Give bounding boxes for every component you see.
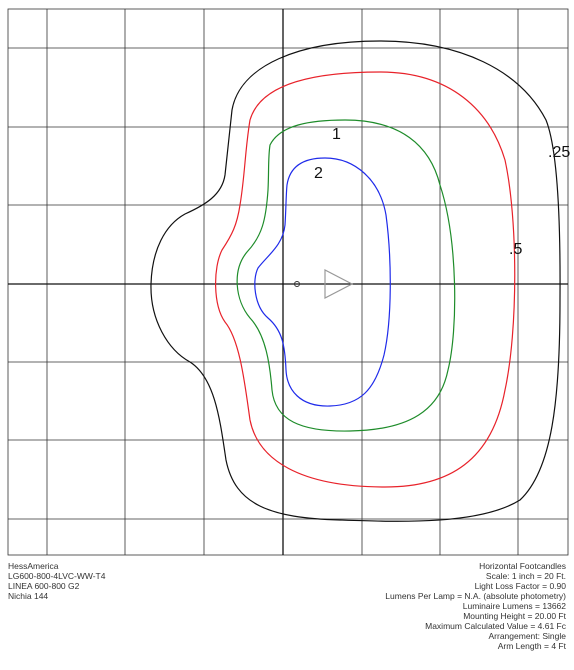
grid bbox=[7, 8, 569, 556]
isoline-label: .25 bbox=[548, 144, 570, 161]
catalog-number: LG600-800-4LVC-WW-T4 bbox=[8, 571, 106, 581]
light-loss-factor: Light Loss Factor = 0.90 bbox=[474, 581, 566, 591]
scale-text: Scale: 1 inch = 20 Ft. bbox=[485, 571, 566, 581]
photometry-title: Horizontal Footcandles bbox=[479, 561, 566, 571]
manufacturer-info: HessAmerica LG600-800-4LVC-WW-T4 LINEA 6… bbox=[8, 561, 105, 601]
mounting-height: Mounting Height = 20.00 Ft bbox=[463, 611, 566, 621]
isofootcandle-plot: .25 .5 1 2 bbox=[7, 8, 570, 556]
arm-length: Arm Length = 4 Ft bbox=[497, 641, 566, 651]
product-name: LINEA 600-800 G2 bbox=[8, 581, 80, 591]
isoline-label: 2 bbox=[314, 165, 323, 182]
max-calculated-value: Maximum Calculated Value = 4.61 Fc bbox=[425, 621, 566, 631]
isoline-0.5 bbox=[214, 71, 516, 488]
isoline-2 bbox=[254, 157, 391, 407]
plot-frame bbox=[7, 8, 569, 556]
isoline-0.25 bbox=[150, 40, 561, 522]
luminaire-lumens: Luminaire Lumens = 13662 bbox=[462, 601, 566, 611]
luminaire-marker bbox=[294, 269, 354, 299]
arrangement: Arrangement: Single bbox=[488, 631, 567, 641]
isoline-label: .5 bbox=[509, 241, 522, 258]
luminaire-icon bbox=[324, 269, 354, 299]
isoline-1 bbox=[236, 119, 456, 432]
led-type: Nichia 144 bbox=[8, 591, 49, 601]
pole-icon bbox=[294, 281, 300, 287]
photometry-info: Horizontal Footcandles Scale: 1 inch = 2… bbox=[385, 561, 566, 651]
lumens-per-lamp: Lumens Per Lamp = N.A. (absolute photome… bbox=[385, 591, 566, 601]
isoline-label: 1 bbox=[332, 126, 341, 143]
company-name: HessAmerica bbox=[8, 561, 59, 571]
